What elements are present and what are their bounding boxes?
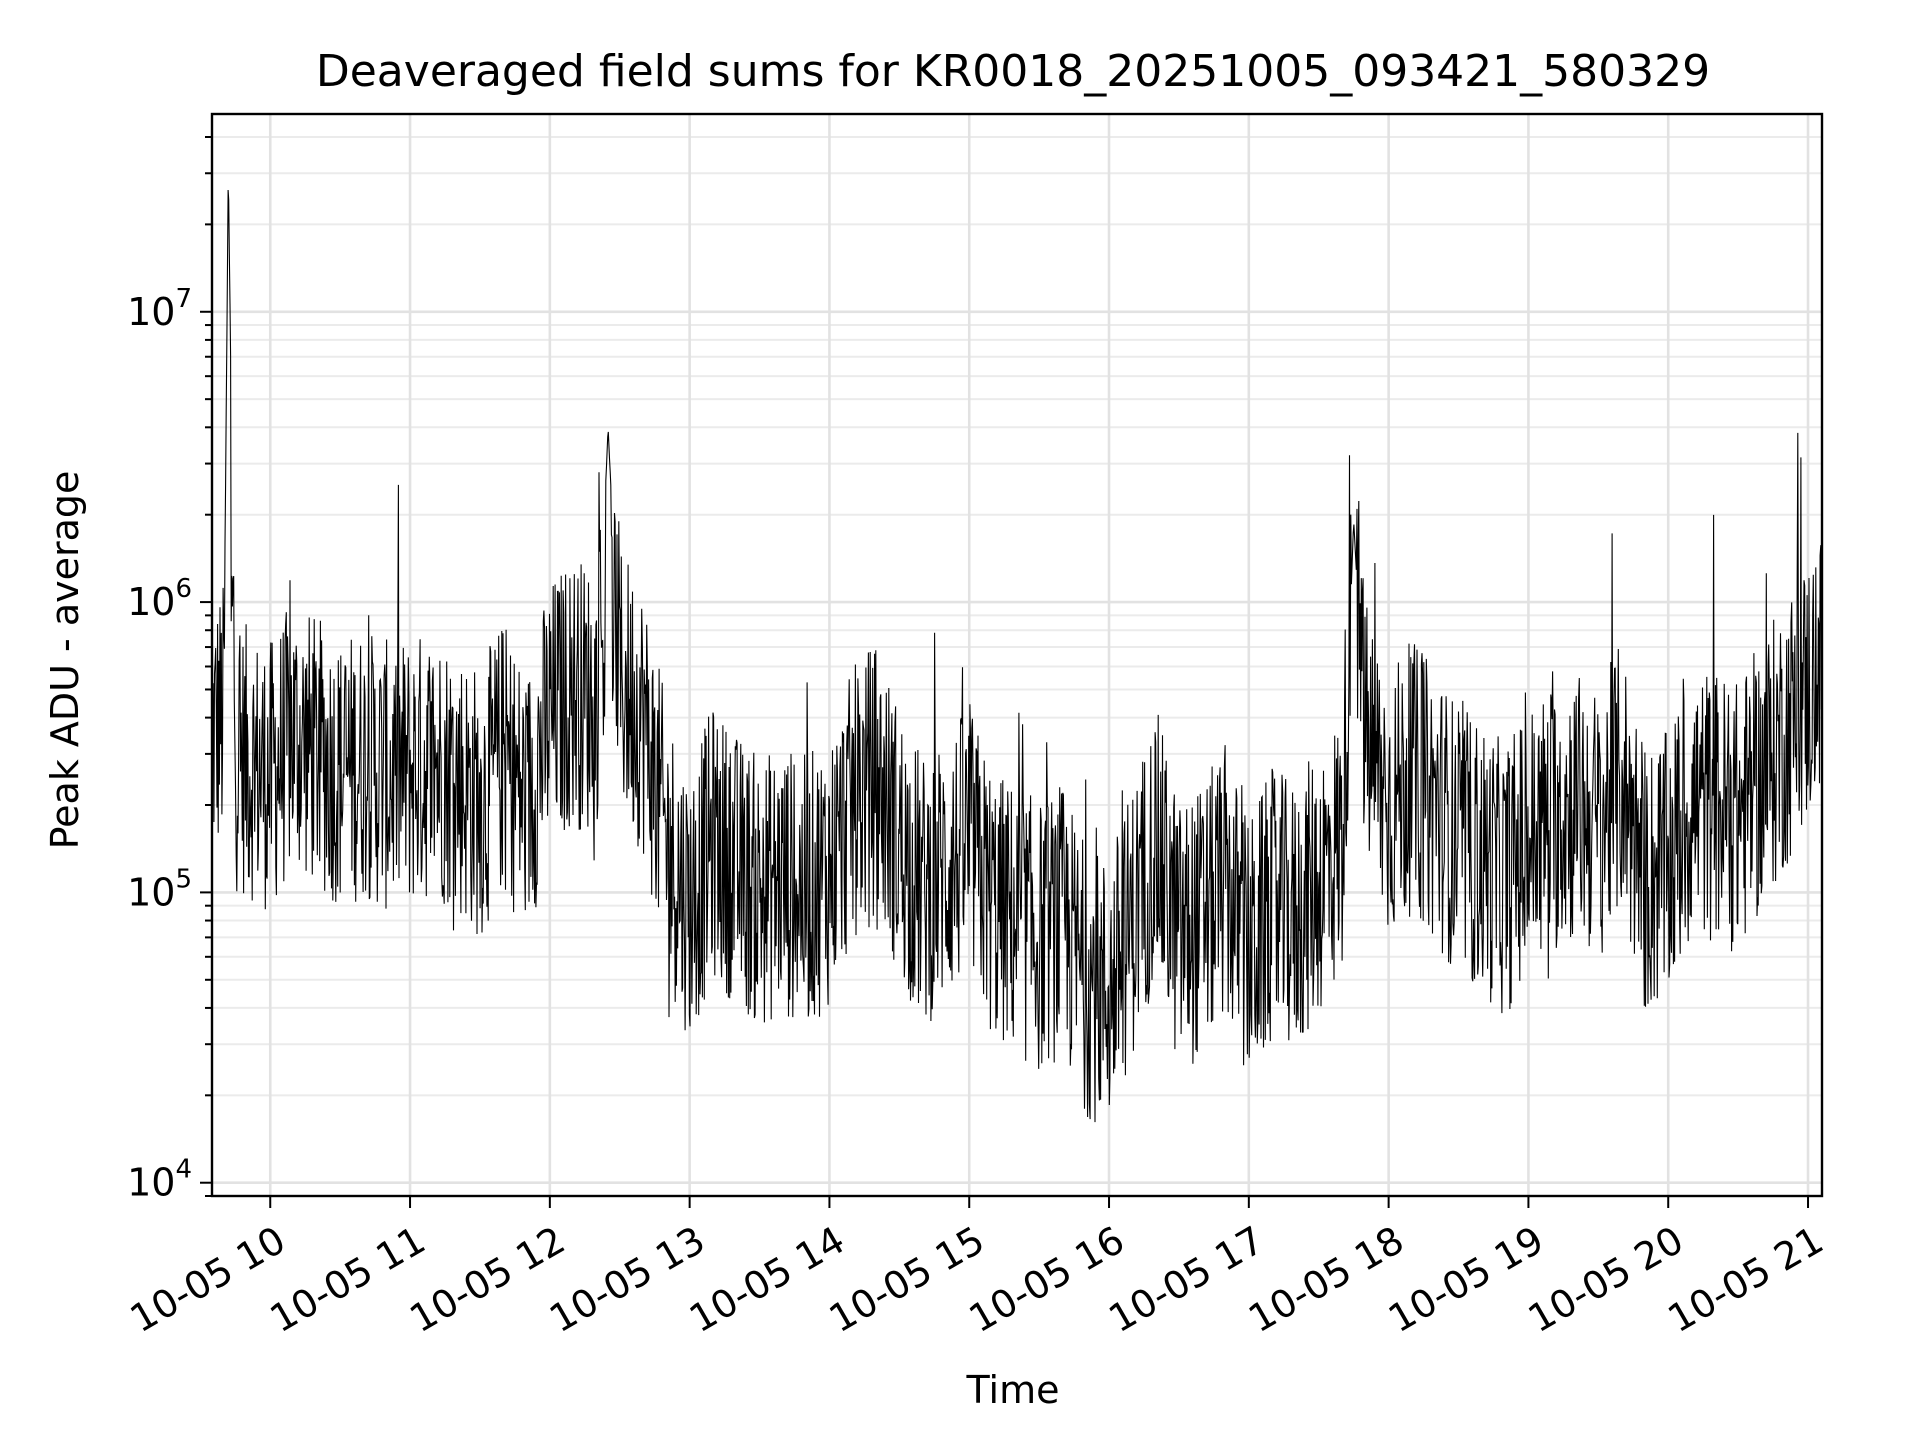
y-axis: 104 105 106 107: [127, 135, 212, 1205]
y-tick-label: 107: [127, 284, 192, 334]
x-tick-label: 10-05 12: [402, 1218, 572, 1342]
x-tick-label: 10-05 11: [263, 1218, 433, 1342]
x-axis-label: Time: [966, 1368, 1060, 1412]
x-tick-label: 10-05 18: [1241, 1218, 1411, 1342]
series-line: [211, 189, 1823, 1123]
y-tick-label: 105: [127, 864, 192, 914]
x-tick-label: 10-05 10: [123, 1218, 293, 1342]
grid: [212, 114, 1822, 1197]
chart-title: Deaveraged field sums for KR0018_2025100…: [316, 46, 1710, 97]
x-tick-label: 10-05 20: [1521, 1218, 1691, 1342]
x-tick-label: 10-05 14: [682, 1218, 852, 1342]
y-tick-label: 106: [127, 574, 192, 624]
x-tick-label: 10-05 19: [1381, 1218, 1551, 1342]
x-tick-label: 10-05 17: [1101, 1218, 1271, 1342]
x-tick-label: 10-05 15: [822, 1218, 992, 1342]
plot-frame: [210, 112, 1824, 1198]
x-tick-label: 10-05 13: [542, 1218, 712, 1342]
x-tick-label: 10-05 21: [1661, 1218, 1831, 1342]
series-layer: [211, 189, 1823, 1123]
y-tick-label: 104: [127, 1155, 192, 1205]
y-axis-label: Peak ADU - average: [43, 471, 87, 850]
x-tick-label: 10-05 16: [962, 1218, 1132, 1342]
